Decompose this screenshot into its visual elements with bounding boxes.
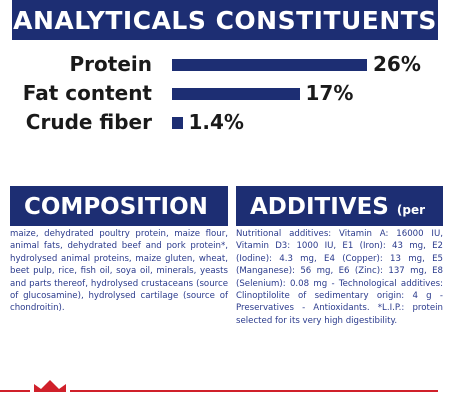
- additives-title: ADDITIVES: [250, 194, 389, 220]
- value-label: 26%: [373, 52, 421, 76]
- composition-title: COMPOSITION: [24, 194, 208, 220]
- logo-bg: [30, 380, 70, 394]
- crown-logo: [34, 380, 66, 392]
- value-label: 17%: [305, 81, 354, 105]
- composition-text: maize, dehydrated poultry protein, maize…: [10, 229, 228, 314]
- additives-text: Nutritional additives: Vitamin A: 16000 …: [236, 229, 443, 326]
- category-label: Crude fiber: [25, 110, 152, 134]
- bar: [172, 59, 367, 71]
- composition-header: COMPOSITION: [10, 186, 228, 226]
- category-label: Fat content: [22, 81, 152, 105]
- section-title: ANALYTICALS CONSTITUENTS: [12, 0, 438, 40]
- bar: [172, 117, 183, 129]
- bar: [172, 88, 300, 100]
- additives-unit: (per kg): [250, 203, 426, 262]
- value-label: 1.4%: [188, 110, 244, 134]
- category-label: Protein: [69, 52, 152, 76]
- additives-header: ADDITIVES (per kg): [236, 186, 443, 262]
